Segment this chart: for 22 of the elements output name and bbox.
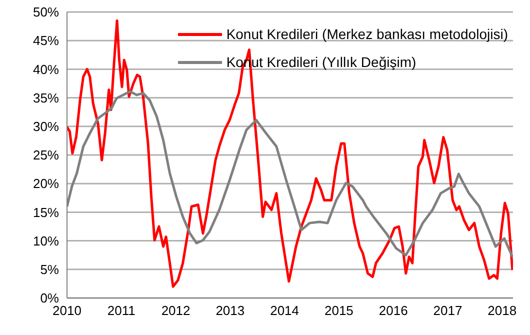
x-tick-label: 2012 <box>161 303 190 318</box>
y-tick-label: 25% <box>32 148 60 163</box>
x-tick-label: 2014 <box>270 303 300 318</box>
x-tick-label: 2010 <box>52 303 82 318</box>
y-tick-label: 45% <box>32 33 60 48</box>
x-tick-label: 2015 <box>324 303 354 318</box>
y-tick-label: 0% <box>40 290 60 306</box>
y-tick-label: 50% <box>32 4 60 20</box>
y-tick-label: 10% <box>32 233 60 248</box>
y-tick-label: 30% <box>32 119 60 134</box>
y-tick-label: 20% <box>32 176 60 192</box>
legend-label: Konut Kredileri (Merkez bankası metodolojisi) <box>226 25 508 44</box>
x-tick-label: 2017 <box>433 303 462 318</box>
line-series <box>67 19 513 288</box>
x-tick-label: 2018 <box>488 303 517 318</box>
y-tick-label: 5% <box>40 262 60 278</box>
x-tick-label: 2016 <box>378 303 408 318</box>
y-tick-label: 40% <box>32 62 60 77</box>
x-tick-label: 2011 <box>107 303 136 318</box>
y-tick-label: 35% <box>32 90 60 106</box>
x-tick-label: 2013 <box>216 303 245 318</box>
y-tick-label: 15% <box>32 204 60 220</box>
